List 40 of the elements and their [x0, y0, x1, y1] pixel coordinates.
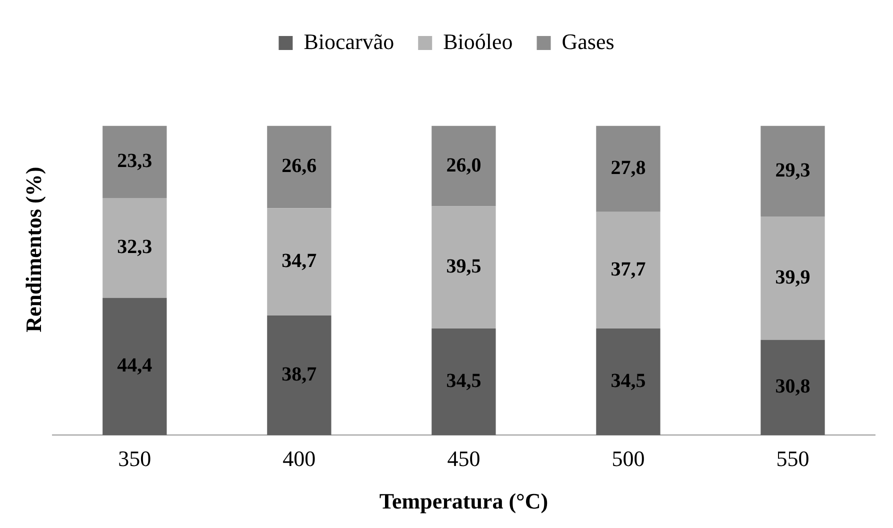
data-label: 44,4 — [117, 354, 152, 377]
data-label: 34,5 — [446, 370, 482, 392]
legend-label: Bioóleo — [443, 28, 513, 54]
x-tick-label: 400 — [282, 446, 316, 472]
data-label: 27,8 — [610, 157, 646, 180]
data-label: 34,5 — [610, 370, 646, 392]
data-label: 39,9 — [775, 266, 810, 288]
bar — [102, 298, 167, 436]
bar — [267, 208, 332, 316]
x-tick-label: 500 — [612, 446, 645, 472]
x-tick-label: 550 — [776, 446, 810, 472]
bar — [102, 126, 167, 198]
bar — [432, 206, 496, 328]
legend-label: Gases — [562, 28, 614, 54]
data-label: 26,0 — [446, 154, 482, 176]
data-label: 23,3 — [117, 150, 152, 172]
bar — [596, 328, 660, 436]
bar — [760, 340, 825, 436]
data-label: 37,7 — [610, 258, 646, 280]
y-axis-title: Rendimentos (%) — [20, 166, 46, 332]
bar — [596, 126, 660, 212]
bar — [102, 198, 167, 298]
bar — [760, 216, 825, 340]
bar — [432, 126, 496, 206]
data-label: 32,3 — [117, 236, 152, 258]
legend-label: Biocarvão — [304, 28, 394, 54]
bar — [267, 126, 332, 208]
x-tick-label: 450 — [447, 446, 480, 472]
bar — [432, 328, 496, 436]
data-label: 30,8 — [775, 376, 810, 398]
x-axis-title: Temperatura (°C) — [379, 488, 548, 514]
bar — [267, 315, 332, 436]
bar — [760, 126, 825, 216]
bar — [596, 212, 660, 328]
data-label: 38,7 — [282, 364, 317, 386]
x-tick-label: 350 — [118, 446, 152, 472]
data-label: 26,6 — [282, 155, 317, 178]
data-label: 29,3 — [775, 159, 810, 182]
data-label: 34,7 — [282, 250, 317, 272]
data-label: 39,5 — [446, 256, 482, 278]
